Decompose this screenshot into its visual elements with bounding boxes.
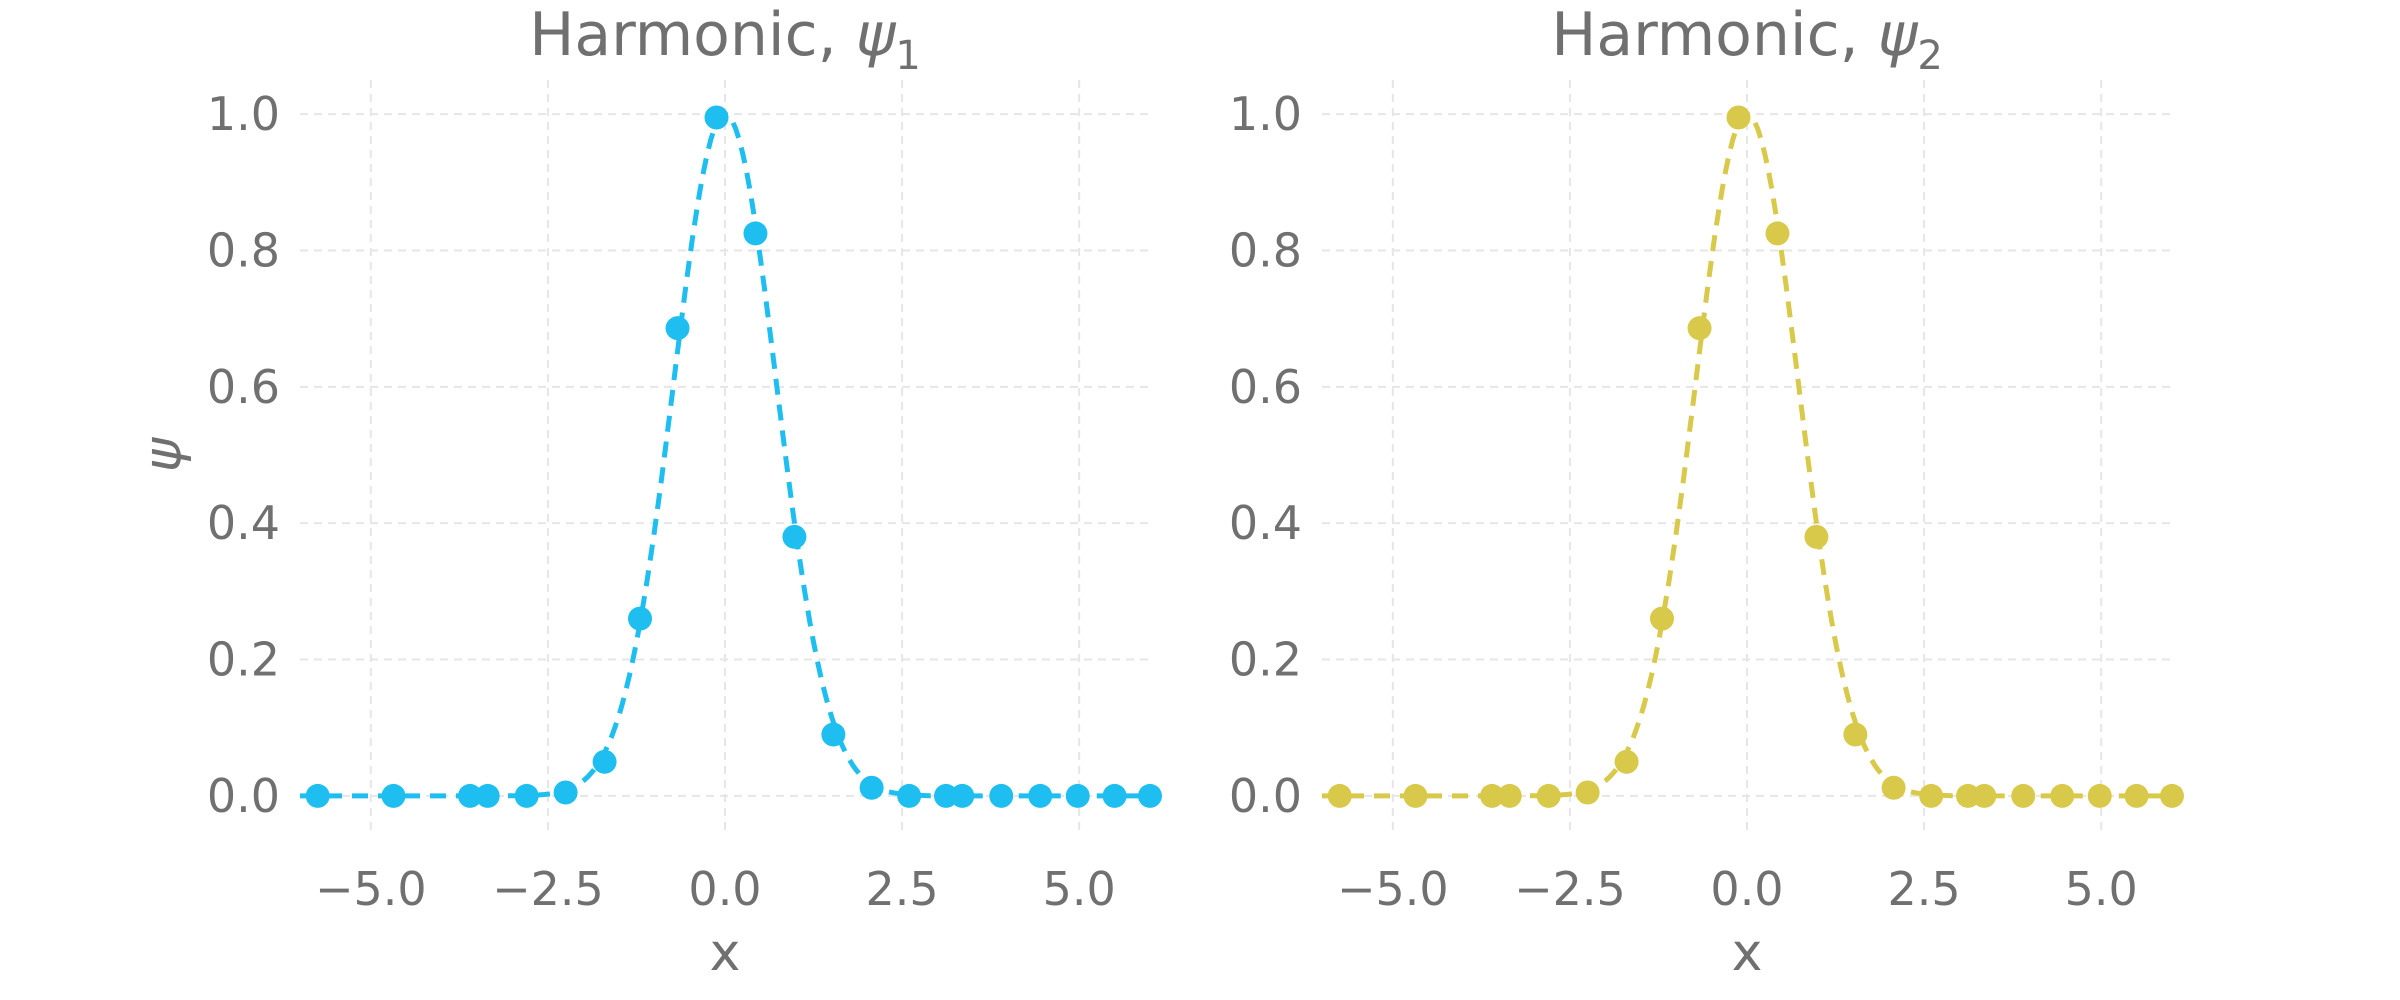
chart-title-symbol: ψ xyxy=(856,0,897,70)
data-point xyxy=(475,783,500,808)
chart-panel-psi1: −5.0 −2.5 0.0 2.5 5.00.00.20.40.60.81.0xψHar… xyxy=(133,0,1162,983)
data-point xyxy=(1536,783,1561,808)
data-point xyxy=(1650,606,1674,631)
data-point xyxy=(989,783,1014,808)
data-point xyxy=(1687,316,1712,341)
data-point xyxy=(1102,783,1127,808)
x-tick-label: 5.0 xyxy=(2065,862,2138,916)
y-tick-label: 0.6 xyxy=(207,360,280,414)
y-tick-label: 0.0 xyxy=(207,769,280,823)
series-line xyxy=(300,111,1150,799)
y-tick-label: 0.2 xyxy=(1229,633,1302,687)
data-point xyxy=(592,749,617,774)
data-point xyxy=(665,316,690,341)
data-point xyxy=(553,780,578,805)
data-point xyxy=(1028,783,1053,808)
chart-panel-psi2: −5.0 −2.5 0.0 2.5 5.0 0.0 0.2 0.4 0.6 0.8 1.0 x Harm… xyxy=(1229,0,2184,983)
data-point xyxy=(1403,783,1428,808)
y-tick-label: 1.0 xyxy=(207,87,280,141)
chart-title-subscript: 1 xyxy=(895,33,920,79)
data-point xyxy=(1497,783,1522,808)
y-tick-label: 0.4 xyxy=(1229,496,1302,550)
data-point xyxy=(1575,780,1600,805)
data-point xyxy=(1843,722,1868,747)
y-tick-label: 0.8 xyxy=(207,223,280,277)
chart-title: Harmonic, ψ1 xyxy=(529,0,921,79)
data-point xyxy=(950,783,975,808)
data-point xyxy=(2011,783,2036,808)
data-point xyxy=(1765,221,1790,246)
series-line xyxy=(1322,111,2172,799)
data-point xyxy=(782,524,807,549)
data-point xyxy=(1614,749,1639,774)
x-axis-label: x xyxy=(1732,923,1763,983)
data-point xyxy=(743,221,768,246)
y-axis-label: ψ xyxy=(133,436,193,472)
data-point xyxy=(458,783,482,808)
y-tick-label: 0.2 xyxy=(207,633,280,687)
x-tick-label: 0.0 xyxy=(688,862,761,916)
y-tick-label: 0.6 xyxy=(1229,360,1302,414)
chart-title-text: Harmonic, xyxy=(529,0,855,70)
data-point xyxy=(1881,775,1906,800)
data-point xyxy=(1065,783,1090,808)
x-axis-label: x xyxy=(710,923,741,983)
data-point xyxy=(1480,783,1504,808)
data-point xyxy=(1919,783,1944,808)
y-tick-label: 0.4 xyxy=(207,496,280,550)
y-tick-label: 0.8 xyxy=(1229,223,1302,277)
data-point xyxy=(859,775,884,800)
x-tick-label: −5.0 xyxy=(315,862,427,916)
data-point xyxy=(1327,783,1352,808)
data-point xyxy=(628,606,652,631)
chart-title-text: Harmonic, xyxy=(1551,0,1877,70)
y-tick-label: 1.0 xyxy=(1229,87,1302,141)
data-point xyxy=(1726,105,1751,130)
x-tick-label: −2.5 xyxy=(1514,862,1626,916)
data-point xyxy=(305,783,330,808)
x-tick-label: 2.5 xyxy=(866,862,939,916)
x-tick-label: −5.0 xyxy=(1337,862,1449,916)
data-point xyxy=(2160,783,2184,808)
data-point xyxy=(2050,783,2075,808)
x-tick-label: 2.5 xyxy=(1888,862,1961,916)
data-point xyxy=(1972,783,1997,808)
data-point xyxy=(821,722,846,747)
chart-title-symbol: ψ xyxy=(1878,0,1919,70)
data-point xyxy=(897,783,922,808)
data-point xyxy=(1804,524,1829,549)
chart-title-subscript: 2 xyxy=(1917,33,1942,79)
data-point xyxy=(2124,783,2149,808)
x-tick-label: 5.0 xyxy=(1043,862,1116,916)
x-tick-label: −2.5 xyxy=(492,862,604,916)
data-point xyxy=(2087,783,2112,808)
data-point xyxy=(514,783,539,808)
y-tick-label: 0.0 xyxy=(1229,769,1302,823)
data-point xyxy=(1138,783,1162,808)
chart-title: Harmonic, ψ2 xyxy=(1551,0,1943,79)
data-point xyxy=(704,105,729,130)
x-tick-label: 0.0 xyxy=(1710,862,1783,916)
data-point xyxy=(381,783,406,808)
